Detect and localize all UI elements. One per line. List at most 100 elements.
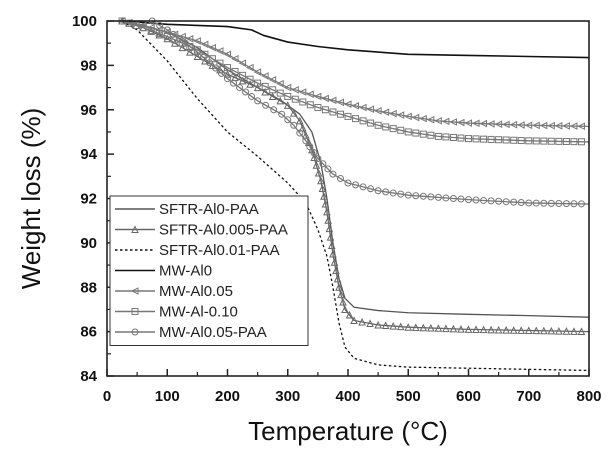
data-point-marker [449, 324, 458, 333]
data-point-marker [248, 92, 256, 100]
data-point-marker [215, 47, 224, 55]
axis-ticks: 0 100 200 300 400 500 600 700 800 84 86 88 90 92 94 96 9… [72, 13, 602, 405]
data-point-marker [332, 266, 340, 275]
data-point-marker [193, 48, 201, 56]
data-point-marker [223, 50, 231, 59]
data-point-marker [147, 27, 155, 35]
data-point-marker [186, 47, 194, 56]
series-line [121, 20, 590, 128]
legend-label: MW-Al0.05 [159, 283, 233, 300]
data-point-marker [330, 258, 339, 266]
data-point-marker [291, 85, 299, 94]
data-point-marker [238, 76, 247, 85]
data-point-marker [253, 68, 262, 76]
y-tick-label: 90 [80, 235, 97, 252]
data-point-marker [570, 200, 578, 208]
data-point-marker [314, 155, 322, 163]
data-point-marker [442, 194, 450, 202]
data-point-marker [577, 122, 585, 131]
data-point-marker [283, 101, 292, 109]
data-point-marker [554, 122, 563, 130]
data-point-marker [577, 138, 585, 146]
y-tick-label: 96 [80, 102, 97, 119]
data-point-marker [268, 92, 277, 100]
data-point-marker [434, 132, 442, 140]
legend-item: MW-Al-0.10 [115, 304, 238, 321]
data-point-marker [245, 63, 254, 72]
data-point-marker [509, 120, 518, 129]
data-point-marker [389, 321, 397, 330]
data-point-marker [495, 197, 503, 205]
data-point-marker [262, 101, 270, 109]
data-point-marker [412, 192, 420, 200]
data-point-marker [434, 117, 442, 125]
data-point-marker [411, 323, 420, 331]
data-point-marker [570, 138, 578, 146]
data-point-marker [216, 59, 224, 67]
data-point-marker [131, 308, 139, 315]
legend-item: SFTR-Al0-PAA [115, 201, 259, 218]
data-point-marker [276, 79, 284, 88]
data-point-marker [457, 134, 465, 142]
data-point-marker [155, 30, 163, 38]
data-point-marker [320, 192, 328, 200]
data-point-marker [427, 131, 435, 139]
data-point-marker [547, 199, 555, 207]
data-point-marker [242, 88, 250, 96]
legend-label: MW-Al-0.10 [159, 304, 238, 321]
data-point-marker [540, 326, 548, 335]
data-point-marker [337, 290, 345, 299]
data-point-marker [427, 193, 435, 201]
data-point-marker [389, 189, 397, 197]
legend-item: MW-Al0.05-PAA [115, 324, 267, 341]
data-point-marker [329, 170, 337, 178]
data-point-marker [175, 35, 183, 43]
x-tick-label: 700 [516, 388, 541, 405]
data-point-marker [404, 112, 412, 121]
y-tick-label: 92 [80, 191, 97, 208]
data-point-marker [502, 120, 510, 129]
data-point-marker [358, 103, 367, 112]
data-point-marker [562, 122, 570, 130]
series-group [117, 17, 590, 131]
data-point-marker [163, 26, 171, 34]
data-point-marker [419, 323, 428, 332]
data-point-marker [236, 84, 244, 92]
series-group [122, 20, 590, 59]
data-point-marker [449, 195, 457, 202]
data-point-marker [367, 185, 375, 193]
data-point-marker [449, 118, 457, 126]
data-point-marker [412, 129, 420, 137]
data-point-marker [479, 119, 488, 128]
data-point-marker [486, 120, 495, 128]
legend: SFTR-Al0-PAA SFTR-Al0.005-PAA SFTR-Al0.01-… [109, 195, 309, 346]
data-point-marker [374, 121, 382, 129]
series-line [121, 20, 590, 333]
data-point-marker [434, 193, 442, 201]
data-point-marker [547, 121, 555, 130]
data-point-marker [131, 225, 139, 233]
data-point-marker [419, 192, 427, 200]
data-point-marker [570, 327, 578, 335]
data-point-marker [291, 95, 299, 103]
data-point-marker [343, 100, 352, 109]
data-point-marker [434, 324, 443, 332]
data-point-marker [441, 117, 450, 126]
data-point-marker [344, 179, 352, 187]
data-point-marker [246, 75, 254, 83]
data-point-marker [509, 326, 518, 334]
data-point-marker [163, 34, 172, 43]
data-point-marker [205, 59, 213, 67]
x-axis-title: Temperature (°C) [248, 416, 448, 446]
data-point-marker [312, 161, 321, 169]
data-point-marker [310, 153, 318, 161]
data-point-marker [494, 120, 503, 128]
data-point-marker [555, 199, 563, 207]
data-point-marker [278, 110, 286, 118]
data-point-marker [224, 64, 231, 72]
data-point-marker [199, 53, 207, 61]
data-point-marker [299, 98, 307, 106]
x-tick-label: 0 [103, 388, 111, 405]
data-point-marker [562, 327, 571, 335]
data-point-marker [321, 199, 330, 208]
